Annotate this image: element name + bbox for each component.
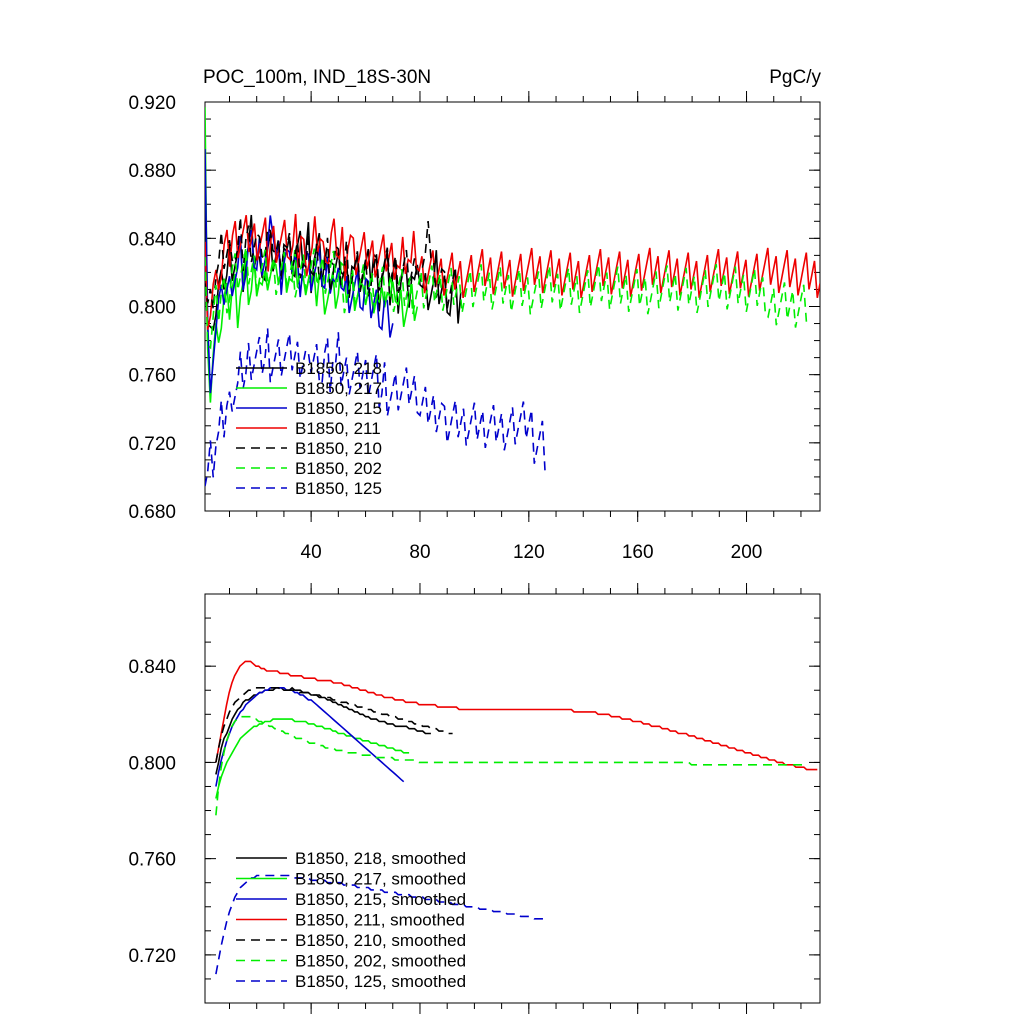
top-chart-title: POC_100m, IND_18S-30N <box>203 67 431 88</box>
top-legend-label: B1850, 210 <box>295 439 382 458</box>
top-x-tick-label: 200 <box>731 542 763 563</box>
bottom-series-line <box>215 686 453 763</box>
bottom-legend-label: B1850, 215, smoothed <box>295 890 466 909</box>
top-y-tick-label: 0.880 <box>128 161 176 182</box>
top-legend-label: B1850, 217 <box>295 379 382 398</box>
bottom-series-line <box>215 874 546 975</box>
top-y-tick-label: 0.720 <box>128 434 176 455</box>
top-y-tick-label: 0.920 <box>128 93 176 114</box>
top-y-tick-label: 0.800 <box>128 298 176 319</box>
top-series-line <box>205 217 457 309</box>
bottom-y-tick-label: 0.720 <box>128 946 176 967</box>
bottom-legend-label: B1850, 125, smoothed <box>295 972 466 991</box>
bottom-series-line <box>215 718 410 799</box>
bottom-series-line <box>215 686 405 787</box>
top-x-tick-label: 120 <box>513 542 545 563</box>
top-legend-label: B1850, 211 <box>295 419 381 438</box>
top-legend-label: B1850, 202 <box>295 459 382 478</box>
bottom-series-line <box>215 686 431 775</box>
bottom-legend-label: B1850, 202, smoothed <box>295 952 466 971</box>
top-legend-label: B1850, 215 <box>295 399 382 418</box>
bottom-y-tick-label: 0.760 <box>128 850 176 871</box>
top-series-line <box>205 247 808 350</box>
bottom-series-line <box>215 715 807 816</box>
bottom-plot-frame <box>204 593 821 1004</box>
top-x-tick-label: 80 <box>409 542 430 563</box>
top-series-line <box>205 213 820 330</box>
bottom-legend-label: B1850, 210, smoothed <box>295 931 466 950</box>
top-legend-label: B1850, 125 <box>295 479 382 498</box>
top-y-tick-label: 0.840 <box>128 229 176 250</box>
bottom-legend-label: B1850, 218, smoothed <box>295 849 466 868</box>
bottom-series-line <box>215 660 818 771</box>
top-legend-label: B1850, 218 <box>295 359 382 378</box>
top-x-tick-label: 40 <box>301 542 322 563</box>
bottom-y-tick-label: 0.800 <box>128 753 176 774</box>
top-y-tick-label: 0.680 <box>128 502 176 523</box>
bottom-legend-label: B1850, 217, smoothed <box>295 870 466 889</box>
bottom-y-tick-label: 0.840 <box>128 657 176 678</box>
bottom-legend-label: B1850, 211, smoothed <box>295 911 465 930</box>
top-y-tick-label: 0.760 <box>128 366 176 387</box>
top-x-tick-label: 160 <box>622 542 654 563</box>
top-chart-units: PgC/y <box>769 67 821 88</box>
